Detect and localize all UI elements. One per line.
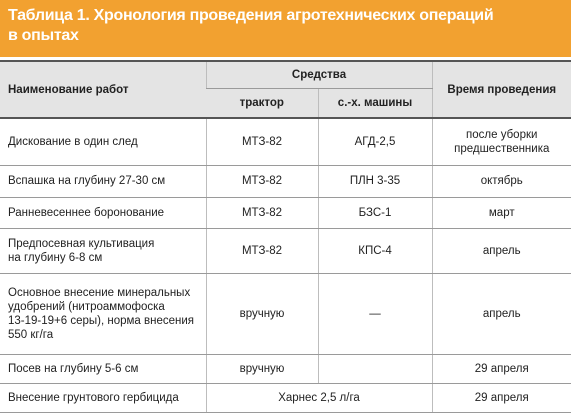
- table-row: Внесение грунтового гербицида Харнес 2,5 …: [0, 383, 571, 413]
- header-cell: Наименование работ: [0, 60, 206, 119]
- table-cell: [317, 354, 432, 384]
- table-cell: октябрь: [431, 165, 571, 198]
- table-cell: Ранневесеннее боронование: [0, 197, 206, 229]
- table-cell: БЗС-1: [317, 197, 432, 229]
- header-cell: Средства: [205, 60, 432, 89]
- table-cell: Посев на глубину 5-6 см: [0, 354, 206, 384]
- table-title: Таблица 1. Хронология проведения агротех…: [8, 7, 494, 44]
- table-cell: после уборки предшественника: [431, 118, 571, 166]
- header-cell: с.-х. машины: [317, 88, 432, 119]
- header-cell: трактор: [206, 88, 318, 119]
- table-cell: вручную: [205, 354, 318, 384]
- table-cell: Внесение грунтового гербицида: [0, 383, 206, 413]
- table-cell: АГД-2,5: [317, 118, 432, 166]
- table-cell: 29 апреля: [431, 354, 571, 384]
- table-cell: апрель: [431, 273, 571, 355]
- table-row: Вспашка на глубину 27-30 см МТЗ-82 ПЛН 3-3…: [0, 165, 571, 198]
- table-cell: МТЗ-82: [205, 165, 318, 198]
- table-cell: Вспашка на глубину 27-30 см: [0, 165, 206, 198]
- table-row: Посев на глубину 5-6 см вручную 29 апреля: [0, 354, 571, 384]
- table-row: Основное внесение минеральных удобрений …: [0, 273, 571, 355]
- table-cell: 29 апреля: [431, 383, 571, 413]
- table-cell: КПС-4: [317, 228, 432, 274]
- table-cell: Дискование в один след: [0, 118, 206, 166]
- table-row: Предпосевная культивация на глубину 6-8 …: [0, 228, 571, 274]
- table-cell: МТЗ-82: [205, 118, 318, 166]
- table: Наименование работ Средства Время провед…: [0, 60, 571, 413]
- table-cell: ПЛН 3-35: [317, 165, 432, 198]
- table-row: Дискование в один след МТЗ-82 АГД-2,5 после…: [0, 118, 571, 166]
- table-body: Дискование в один след МТЗ-82 АГД-2,5 после…: [0, 118, 571, 413]
- table-row: Ранневесеннее боронование МТЗ-82 БЗС-1 март: [0, 197, 571, 229]
- table-cell: Харнес 2,5 л/га: [205, 383, 432, 413]
- title-band: Таблица 1. Хронология проведения агротех…: [0, 0, 571, 57]
- table-cell: МТЗ-82: [205, 197, 318, 229]
- table-cell: —: [317, 273, 432, 355]
- table-cell: март: [431, 197, 571, 229]
- table-cell: апрель: [431, 228, 571, 274]
- table-cell: МТЗ-82: [205, 228, 318, 274]
- header-cell: Время проведения: [431, 60, 571, 119]
- table-cell: вручную: [205, 273, 318, 355]
- table-cell: Предпосевная культивация на глубину 6-8 …: [0, 228, 206, 274]
- table-cell: Основное внесение минеральных удобрений …: [0, 273, 206, 355]
